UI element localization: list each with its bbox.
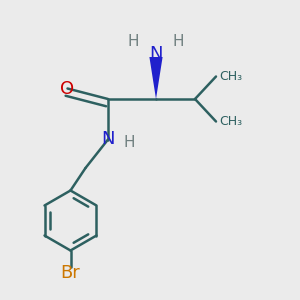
Text: CH₃: CH₃ [219,115,242,128]
Text: H: H [128,34,139,50]
Text: N: N [149,45,163,63]
Text: H: H [124,135,135,150]
Polygon shape [149,57,163,99]
Text: O: O [60,80,75,98]
Text: H: H [173,34,184,50]
Text: N: N [101,130,115,148]
Text: CH₃: CH₃ [219,70,242,83]
Text: Br: Br [61,264,80,282]
